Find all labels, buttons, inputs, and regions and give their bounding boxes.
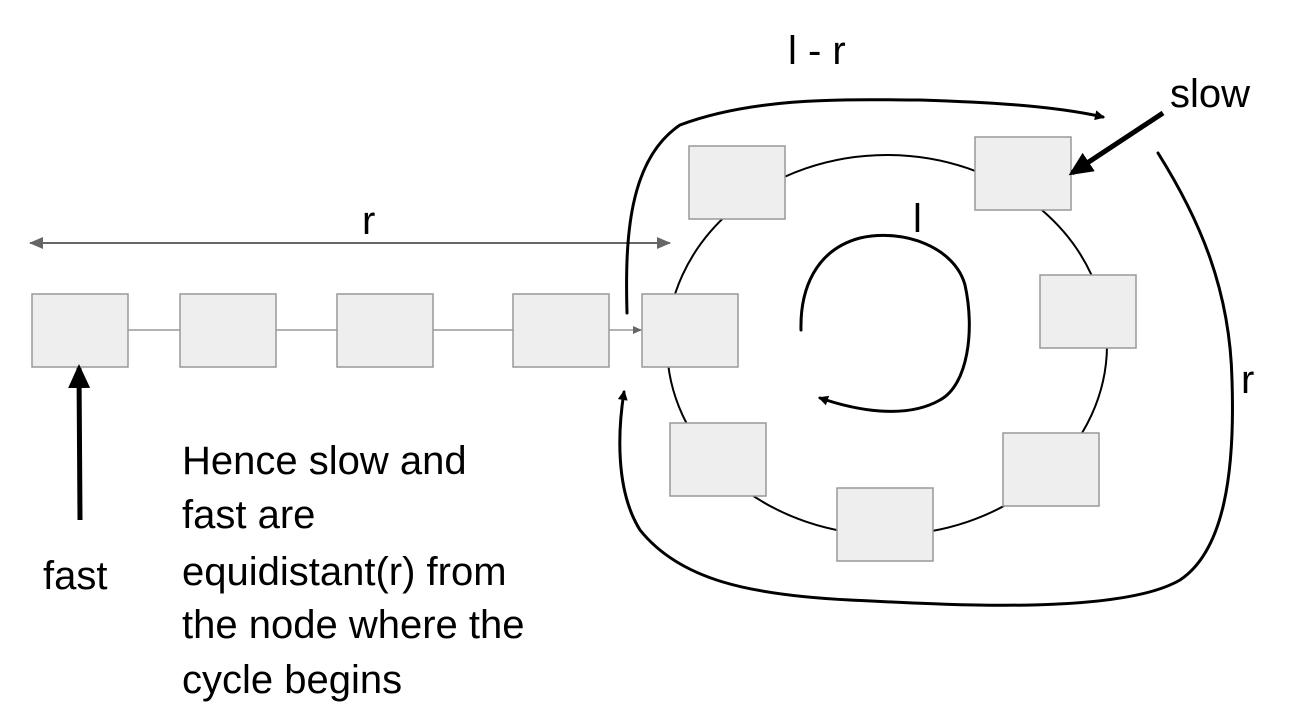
l-minus-r-label: l - r (788, 29, 846, 73)
list-node (179, 293, 277, 368)
caption-line: cycle begins (182, 658, 402, 702)
caption-line: the node where the (182, 603, 524, 647)
cycle-node (669, 422, 767, 497)
cycle-node (836, 487, 934, 562)
cycle-start-node (641, 293, 739, 368)
l-minus-r-arc (625, 98, 1105, 315)
list-node (336, 293, 434, 368)
caption-line: Hence slow and (182, 439, 467, 483)
fast-pointer-arrow (68, 364, 91, 521)
caption-line: equidistant(r) from (182, 550, 507, 594)
cycle-node (1039, 274, 1137, 349)
r-right-label: r (1241, 358, 1254, 402)
r-return-arc (617, 151, 1234, 607)
list-node (31, 293, 129, 368)
fast-label: fast (43, 554, 107, 598)
slow-pointer-arrow (1068, 110, 1165, 176)
caption-line: fast are (182, 493, 315, 537)
r-top-label: r (362, 199, 375, 243)
cycle-node (688, 145, 786, 220)
slow-label: slow (1170, 72, 1250, 116)
cycle-node (974, 136, 1072, 211)
l-inner-loop-arrow (799, 233, 971, 413)
l-center-label: l (913, 197, 922, 241)
list-node (512, 293, 610, 368)
cycle-node (1002, 432, 1100, 507)
